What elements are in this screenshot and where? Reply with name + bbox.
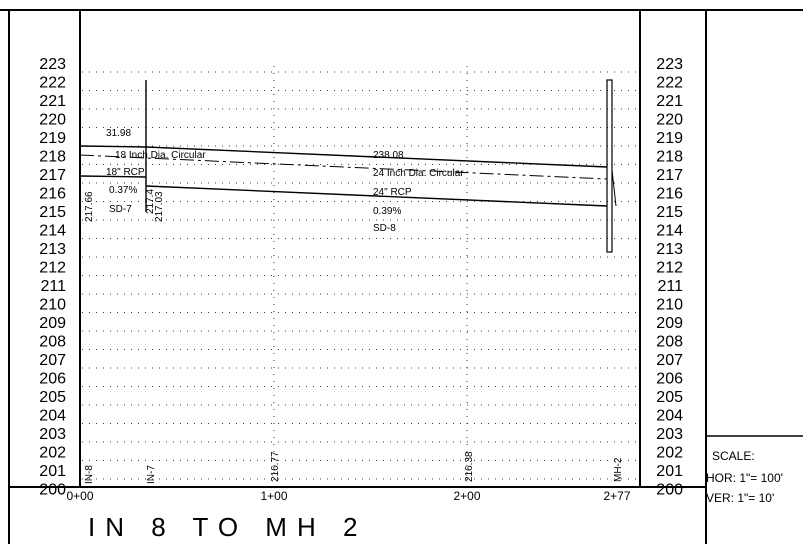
elevation-label-right-208: 208: [656, 334, 683, 351]
sd8-slope: 0.39%: [373, 206, 401, 217]
elevation-label-left-215: 215: [39, 204, 66, 221]
elevation-label-left-203: 203: [39, 426, 66, 443]
label-in8: IN-8: [84, 465, 95, 484]
elevation-label-right-217: 217: [656, 167, 683, 184]
sd8-length: 238.08: [373, 150, 404, 161]
station-2: 2+00: [453, 489, 480, 503]
sd7-length: 31.98: [106, 128, 131, 139]
sd7-description: 18 Inch Dia. Circular: [115, 150, 206, 161]
elevation-label-left-213: 213: [39, 241, 66, 258]
elevation-label-left-221: 221: [39, 93, 66, 110]
elevation-label-right-223: 223: [656, 56, 683, 73]
elevation-label-left-214: 214: [39, 223, 66, 240]
pipe-sd8-invert: [145, 185, 608, 207]
elevation-label-right-214: 214: [656, 223, 683, 240]
elevation-label-right-203: 203: [656, 426, 683, 443]
label-in7: IN-7: [146, 465, 157, 484]
elevation-label-right-209: 209: [656, 315, 683, 332]
elevation-label-left-211: 211: [40, 278, 66, 295]
label-mh2: MH-2: [613, 457, 624, 482]
elevation-label-right-207: 207: [656, 352, 683, 369]
elevation-label-right-206: 206: [656, 371, 683, 388]
elevation-label-left-205: 205: [39, 389, 66, 406]
elevation-label-right-222: 222: [656, 75, 683, 92]
ground-216-77: 216.77: [270, 451, 281, 482]
elevation-label-right-205: 205: [656, 389, 683, 406]
invert-in8: 217.66: [84, 191, 95, 222]
elevation-label-left-208: 208: [39, 334, 66, 351]
scale-vertical: VER: 1"= 10': [706, 491, 774, 505]
elevation-label-left-219: 219: [39, 130, 66, 147]
pipe-sd8-crown: [145, 146, 608, 168]
elevation-label-left-201: 201: [39, 463, 66, 480]
elevation-label-right-200: 200: [656, 482, 683, 499]
elevation-label-left-222: 222: [39, 75, 66, 92]
elevation-label-left-204: 204: [39, 408, 66, 425]
elevation-label-right-201: 201: [656, 463, 683, 480]
elevation-label-left-200: 200: [39, 482, 66, 499]
elevation-label-left-220: 220: [39, 112, 66, 129]
manhole-drop: [611, 169, 617, 207]
station-3: 2+77: [603, 489, 630, 503]
invert-in7-out: 217.4: [145, 189, 156, 214]
profile-title: IN 8 TO MH 2: [88, 512, 367, 542]
pipe-sd7-invert: [79, 175, 147, 178]
elevation-label-left-218: 218: [39, 149, 66, 166]
ground-216-38: 216.38: [464, 451, 475, 482]
station-0: 0+00: [66, 489, 93, 503]
elevation-label-left-209: 209: [39, 315, 66, 332]
elevation-label-left-210: 210: [39, 297, 66, 314]
station-1: 1+00: [260, 489, 287, 503]
elevation-label-right-215: 215: [656, 204, 683, 221]
structure-mh2: [606, 79, 613, 253]
elevation-label-left-217: 217: [39, 167, 66, 184]
elevation-label-right-218: 218: [656, 149, 683, 166]
invert-in7-in: 217.03: [154, 191, 165, 222]
elevation-label-left-216: 216: [39, 186, 66, 203]
elevation-label-right-204: 204: [656, 408, 683, 425]
elevation-label-right-216: 216: [656, 186, 683, 203]
elevation-label-right-210: 210: [656, 297, 683, 314]
hydraulic-grade-line: [79, 154, 608, 180]
elevation-label-right-221: 221: [656, 93, 683, 110]
sd8-material: 24" RCP: [373, 187, 412, 198]
elevation-label-right-213: 213: [656, 241, 683, 258]
elevation-label-right-219: 219: [656, 130, 683, 147]
scale-heading: SCALE:: [712, 449, 755, 463]
sd7-material: 18" RCP: [106, 167, 145, 178]
elevation-label-left-223: 223: [39, 56, 66, 73]
elevation-label-left-202: 202: [39, 445, 66, 462]
sd7-name: SD-7: [109, 204, 132, 215]
elevation-label-right-211: 211: [657, 278, 683, 295]
sd7-slope: 0.37%: [109, 185, 137, 196]
elevation-label-left-206: 206: [39, 371, 66, 388]
elevation-label-right-220: 220: [656, 112, 683, 129]
elevation-label-left-207: 207: [39, 352, 66, 369]
sd8-name: SD-8: [373, 223, 396, 234]
sd8-description: 24 Inch Dia. Circular: [373, 168, 464, 179]
profile-grid: [82, 66, 638, 486]
elevation-label-right-212: 212: [656, 260, 683, 277]
scale-horizontal: HOR: 1"= 100': [706, 471, 783, 485]
elevation-label-right-202: 202: [656, 445, 683, 462]
pipe-sd7-crown: [79, 145, 147, 148]
elevation-label-left-212: 212: [39, 260, 66, 277]
